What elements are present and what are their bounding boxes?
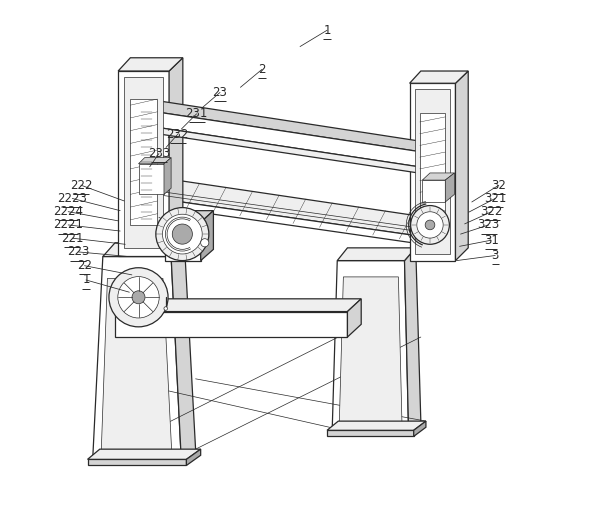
Text: 321: 321 [484,192,506,205]
Text: 231: 231 [186,107,208,120]
Polygon shape [186,449,201,466]
Polygon shape [445,173,455,202]
Polygon shape [130,99,157,225]
Text: 2224: 2224 [53,205,83,218]
Polygon shape [101,278,171,450]
Polygon shape [422,173,455,180]
Circle shape [162,214,202,254]
Circle shape [201,239,209,247]
Circle shape [164,307,167,310]
Text: 23: 23 [212,86,227,99]
Polygon shape [115,299,361,312]
Polygon shape [118,71,169,256]
Text: 22: 22 [77,259,92,272]
Polygon shape [414,421,426,436]
Circle shape [118,276,159,318]
Text: 221: 221 [61,231,83,245]
Polygon shape [129,109,433,168]
Polygon shape [165,211,214,222]
Text: 222: 222 [70,179,92,192]
Polygon shape [115,312,347,337]
Polygon shape [124,77,164,248]
Text: 1: 1 [82,273,90,287]
Circle shape [417,212,443,238]
Text: 31: 31 [484,234,499,247]
Text: 233: 233 [148,147,170,160]
Polygon shape [420,113,445,233]
Polygon shape [87,459,186,466]
Polygon shape [327,430,414,436]
Polygon shape [129,175,444,238]
Circle shape [132,291,145,304]
Polygon shape [456,71,468,261]
Polygon shape [129,194,430,245]
Polygon shape [103,243,184,257]
Text: 1: 1 [323,24,331,37]
Polygon shape [409,71,468,83]
Circle shape [109,268,168,327]
Text: 322: 322 [481,205,503,218]
Text: 323: 323 [477,218,500,231]
Circle shape [425,220,435,230]
Polygon shape [409,83,456,261]
Text: 32: 32 [491,179,506,192]
Text: 2223: 2223 [57,192,87,205]
Polygon shape [139,158,171,164]
Text: 2: 2 [258,63,265,76]
Polygon shape [337,248,416,261]
Polygon shape [415,89,450,254]
Polygon shape [171,243,196,460]
Polygon shape [201,211,214,261]
Polygon shape [339,277,402,424]
Polygon shape [118,58,183,71]
Polygon shape [332,261,409,431]
Polygon shape [405,248,421,431]
Polygon shape [87,449,201,459]
Text: 223: 223 [67,245,90,259]
Text: 3: 3 [491,249,499,262]
Polygon shape [127,123,426,174]
Circle shape [156,207,209,261]
Circle shape [411,205,449,244]
Polygon shape [169,58,183,256]
Polygon shape [139,164,164,194]
Polygon shape [422,180,445,202]
Circle shape [173,224,192,244]
Text: 2221: 2221 [53,218,83,231]
Polygon shape [165,222,201,261]
Polygon shape [136,99,441,154]
Polygon shape [347,299,361,337]
Polygon shape [327,421,426,430]
Polygon shape [164,158,171,194]
Text: 232: 232 [167,128,189,141]
Polygon shape [93,257,181,460]
